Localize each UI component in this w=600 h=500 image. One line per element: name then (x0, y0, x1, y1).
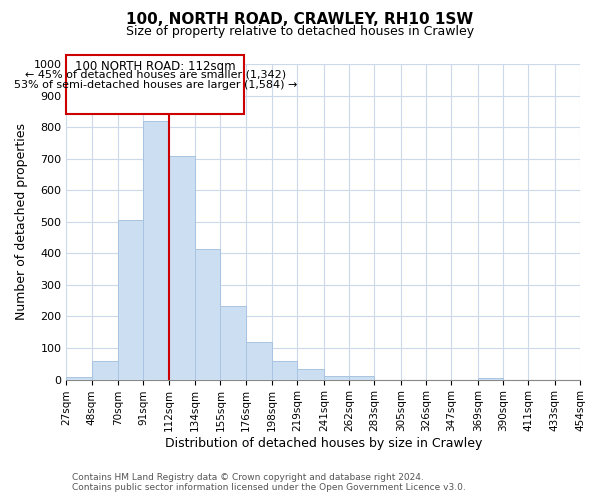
Text: Contains public sector information licensed under the Open Government Licence v3: Contains public sector information licen… (72, 484, 466, 492)
Bar (92, 362, 118, 380)
Bar (195, 248, 220, 380)
Text: Size of property relative to detached houses in Crawley: Size of property relative to detached ho… (126, 25, 474, 38)
Text: 53% of semi-detached houses are larger (1,584) →: 53% of semi-detached houses are larger (… (14, 80, 297, 90)
Bar (169, 156, 195, 380)
Bar (349, 376, 374, 380)
Bar (245, 342, 272, 380)
Bar (67, 377, 92, 380)
Bar (118, 220, 143, 380)
Bar (143, 121, 169, 380)
Text: 100 NORTH ROAD: 112sqm: 100 NORTH ROAD: 112sqm (75, 60, 236, 72)
Bar (298, 368, 324, 380)
Text: ← 45% of detached houses are smaller (1,342): ← 45% of detached houses are smaller (1,… (25, 70, 286, 80)
X-axis label: Distribution of detached houses by size in Crawley: Distribution of detached houses by size … (164, 437, 482, 450)
Bar (272, 362, 298, 380)
Bar (324, 376, 349, 380)
Y-axis label: Number of detached properties: Number of detached properties (15, 124, 28, 320)
Text: 100, NORTH ROAD, CRAWLEY, RH10 1SW: 100, NORTH ROAD, CRAWLEY, RH10 1SW (127, 12, 473, 28)
Text: Contains HM Land Registry data © Crown copyright and database right 2024.: Contains HM Land Registry data © Crown c… (72, 474, 424, 482)
Bar (220, 306, 245, 380)
Bar (478, 378, 503, 380)
